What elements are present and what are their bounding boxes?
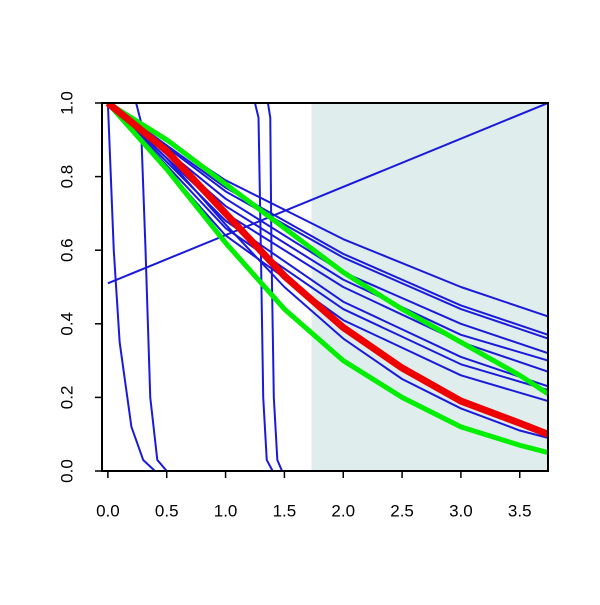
series-line bbox=[106, 103, 548, 456]
series-line bbox=[107, 103, 548, 340]
x-tick-label: 3.0 bbox=[449, 501, 473, 520]
y-tick-label: 0.8 bbox=[57, 165, 76, 189]
series-line bbox=[107, 103, 548, 471]
y-tick-label: 0.0 bbox=[57, 459, 76, 483]
series-line bbox=[107, 103, 548, 336]
series-line bbox=[105, 103, 548, 438]
x-tick-label: 1.0 bbox=[214, 501, 238, 520]
x-tick-label: 2.5 bbox=[390, 501, 414, 520]
x-tick-label: 0.0 bbox=[96, 501, 120, 520]
y-tick-label: 0.6 bbox=[57, 238, 76, 262]
series-line bbox=[107, 103, 548, 391]
series-line bbox=[107, 103, 548, 471]
x-tick-label: 0.5 bbox=[155, 501, 179, 520]
plot-frame bbox=[101, 102, 549, 472]
series-line bbox=[106, 103, 548, 471]
x-tick-label: 3.5 bbox=[508, 501, 532, 520]
series-line bbox=[107, 103, 548, 471]
axes: 0.0 0.5 1.0 1.5 2.0 2.5 3.0 3.5 0.0 0.2 0.4 0.6 0.8 1… bbox=[57, 91, 549, 520]
x-tick-label: 1.5 bbox=[273, 501, 297, 520]
shaded-region bbox=[311, 103, 548, 471]
series-line bbox=[106, 103, 548, 396]
x-tick-label: 2.0 bbox=[331, 501, 355, 520]
y-tick-label: 1.0 bbox=[57, 91, 76, 115]
series-line bbox=[107, 103, 548, 285]
plot-area bbox=[105, 103, 548, 471]
series-line bbox=[107, 103, 548, 439]
y-tick-label: 0.2 bbox=[57, 386, 76, 410]
y-tick-label: 0.4 bbox=[57, 312, 76, 336]
